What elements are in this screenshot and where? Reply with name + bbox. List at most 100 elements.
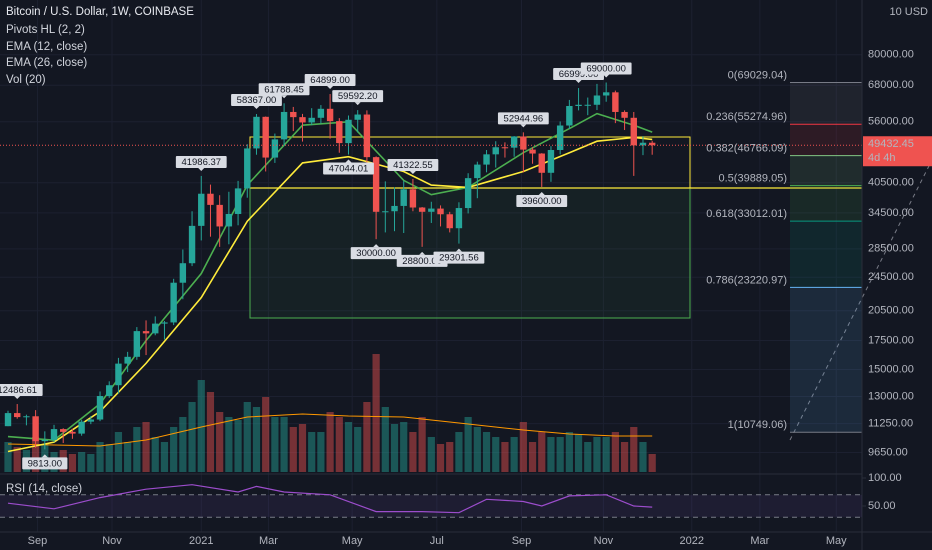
candle-body <box>32 416 39 442</box>
volume-bar <box>363 402 371 472</box>
candle-body <box>630 117 637 146</box>
candle-body <box>50 429 58 440</box>
volume-bar <box>409 432 417 472</box>
volume-bar <box>142 422 150 472</box>
y-tick-label: 80000.00 <box>868 49 914 61</box>
volume-bar <box>4 442 12 472</box>
volume-bar <box>501 442 509 472</box>
volume-bar <box>584 442 592 472</box>
fib-zone <box>790 221 862 288</box>
candle-body <box>317 108 325 118</box>
pivot-label-box <box>323 162 374 175</box>
candle-body <box>593 95 601 105</box>
y-tick-label: 56000.00 <box>868 116 914 128</box>
volume-bar <box>482 432 491 472</box>
volume-bar <box>510 437 518 472</box>
volume-bar <box>243 402 251 472</box>
x-tick-label: May <box>826 535 847 547</box>
pivot-label: 47044.01 <box>329 164 369 175</box>
candle-body <box>170 282 177 323</box>
rsi-band-fill <box>0 494 862 518</box>
candle-body <box>60 429 67 432</box>
volume-bar <box>206 392 215 472</box>
pivot-label-box <box>497 112 549 125</box>
candle-body <box>584 104 591 106</box>
candle-body <box>152 323 159 334</box>
pivot-label: 41986.37 <box>181 157 221 168</box>
pivot-label: 59592.20 <box>338 91 378 102</box>
candle-body <box>23 416 30 418</box>
volume-bar <box>188 402 196 472</box>
volume-bar <box>68 454 77 472</box>
candle-body <box>520 136 527 150</box>
volume-bar <box>473 427 481 472</box>
pivot-label: 39600.00 <box>522 196 562 207</box>
fib-zone <box>790 82 862 125</box>
x-tick-label: Mar <box>259 535 278 547</box>
fib-label: 0.236(55274.96) <box>706 111 787 123</box>
candle-body <box>464 178 472 209</box>
candle-body <box>78 421 85 434</box>
fib-zone <box>790 287 862 433</box>
pivot-label-box <box>22 457 68 470</box>
countdown-label: 4d 4h <box>868 152 896 164</box>
fib-zone <box>790 124 862 156</box>
x-tick-label: 2022 <box>680 535 704 547</box>
volume-bar <box>13 447 21 472</box>
candle-body <box>345 119 352 144</box>
volume-bar <box>216 412 224 472</box>
pivot-pointer <box>455 248 462 252</box>
last-price-label: 49432.45 <box>868 138 914 150</box>
candle-body <box>354 114 361 120</box>
pivot-label: 30000.00 <box>356 248 396 259</box>
pivot-label: 58367.00 <box>237 95 277 106</box>
candle-body <box>216 204 223 227</box>
pivot-label: 41322.55 <box>393 160 433 171</box>
indicator-label[interactable]: Vol (20) <box>6 74 46 86</box>
volume-bar <box>197 380 205 472</box>
grid <box>0 0 862 532</box>
volume-bar <box>528 442 537 472</box>
candle-body <box>382 211 389 213</box>
volume-bar <box>32 437 40 472</box>
candle-body <box>510 136 518 148</box>
candle-body <box>244 148 251 189</box>
y-tick-label: 34500.00 <box>868 207 914 219</box>
indicator-label[interactable]: EMA (12, close) <box>6 41 87 53</box>
volume-bar <box>381 407 389 472</box>
volume-bar <box>418 417 426 472</box>
indicator-label[interactable]: RSI (14, close) <box>6 483 82 495</box>
pivot-label-box <box>304 74 356 87</box>
rsi-tick-label: 100.00 <box>868 472 902 484</box>
currency-selector[interactable]: 10 USD <box>889 6 928 18</box>
candle-body <box>69 431 76 434</box>
pivot-label-box <box>516 194 568 207</box>
indicator-label[interactable]: EMA (26, close) <box>6 57 87 69</box>
volume-bar <box>151 437 159 472</box>
pivot-label: 12486.61 <box>0 385 37 396</box>
volume-bar <box>105 444 113 472</box>
candle-body <box>142 331 150 334</box>
candle-body <box>96 396 104 420</box>
pivot-label: 61788.45 <box>264 84 304 95</box>
pivot-label-box <box>231 93 282 106</box>
x-tick-label: Nov <box>594 535 614 547</box>
pivot-pointer <box>253 105 260 109</box>
volume-bar <box>372 354 380 472</box>
volume-bar <box>160 442 169 472</box>
pivot-pointer <box>354 102 361 106</box>
candle-body <box>372 157 380 212</box>
indicator-label[interactable]: Pivots HL (2, 2) <box>6 24 85 36</box>
candle-body <box>115 363 122 386</box>
candle-body <box>87 419 95 422</box>
rsi-line <box>7 484 653 514</box>
pivot-pointer <box>575 80 582 84</box>
candle-body <box>538 153 545 173</box>
candle-body <box>566 106 573 126</box>
y-tick-label: 28500.00 <box>868 243 914 255</box>
candle-body <box>106 385 113 397</box>
candle-body <box>234 188 242 214</box>
volume-bar <box>344 422 353 472</box>
candle-body <box>280 111 288 140</box>
